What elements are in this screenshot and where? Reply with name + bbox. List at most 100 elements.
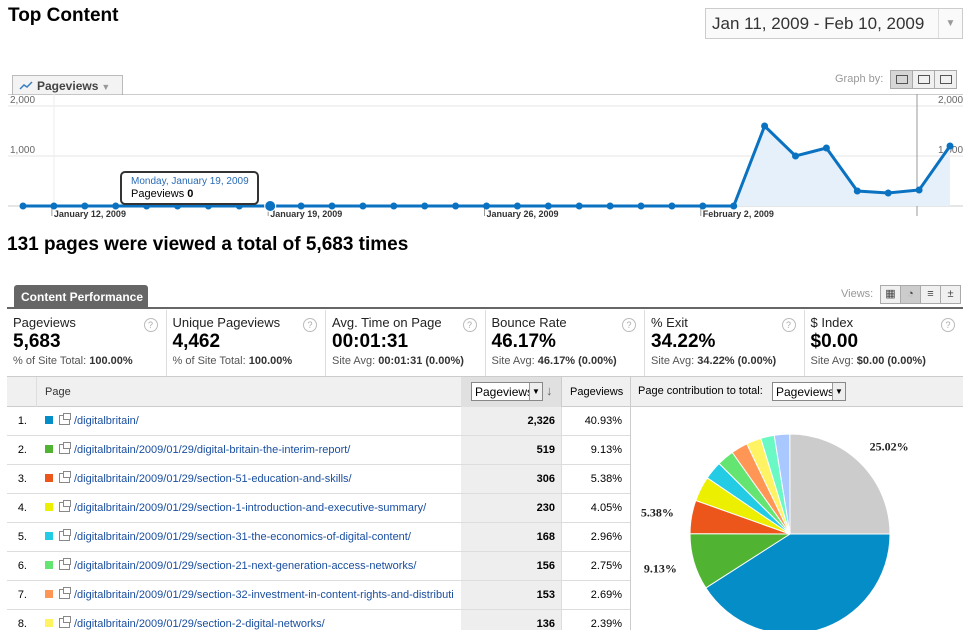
page-link[interactable]: /digitalbritain/2009/01/29/section-2-dig… <box>74 618 325 630</box>
chevron-down-icon[interactable]: ▼ <box>938 9 962 38</box>
tab-content-performance[interactable]: Content Performance <box>14 285 148 308</box>
metric-card: Unique Pageviews 4,462 % of Site Total: 10… <box>167 310 326 376</box>
row-percentage: 40.93% <box>561 407 630 435</box>
data-point <box>112 202 120 210</box>
page-link[interactable]: /digitalbritain/ <box>74 415 139 427</box>
metric-label: Unique Pageviews <box>172 315 281 330</box>
metric-label: Avg. Time on Page <box>332 315 442 330</box>
metric-card: $ Index $0.00 Site Avg: $0.00 (0.00%)? <box>805 310 964 376</box>
data-point <box>452 202 460 210</box>
sort-down-icon[interactable]: ↓ <box>546 383 553 398</box>
metric-sub-prefix: Site Avg: <box>491 355 535 367</box>
data-point <box>81 202 89 210</box>
contribution-label: Page contribution to total: <box>638 385 763 397</box>
metric-sub-prefix: Site Avg: <box>651 355 695 367</box>
day-icon <box>896 75 908 84</box>
metric-value: 4,462 <box>172 331 221 352</box>
page-link[interactable]: /digitalbritain/2009/01/29/digital-brita… <box>74 444 351 456</box>
page-title: Top Content <box>8 5 119 26</box>
color-swatch <box>45 474 53 482</box>
data-point <box>544 202 552 210</box>
header-index <box>7 377 37 407</box>
header-pageviews[interactable]: Pageviews <box>561 377 630 407</box>
pageviews-chart: 2,000 2,000 1,000 1,000 January 12, 2009 Janu… <box>8 94 963 219</box>
help-icon[interactable]: ? <box>462 318 477 332</box>
row-percentage: 9.13% <box>561 436 630 464</box>
row-pageviews: 168 <box>461 523 561 551</box>
help-icon[interactable]: ? <box>622 318 636 332</box>
comparison-view-icon[interactable]: ± <box>940 285 961 304</box>
bar-view-icon[interactable]: ≡ <box>920 285 941 304</box>
table-view-icon[interactable]: ▦ <box>880 285 901 304</box>
metric-label: Bounce Rate <box>491 315 567 330</box>
data-point <box>946 142 954 150</box>
metric-selector[interactable]: Pageviews ▼ <box>12 75 123 95</box>
y-tick-label: 2,000 <box>10 95 35 106</box>
data-point <box>853 187 861 195</box>
external-link-icon[interactable] <box>59 471 71 483</box>
y-tick-label: 1,000 <box>938 145 963 156</box>
page-link[interactable]: /digitalbritain/2009/01/29/section-1-int… <box>74 502 427 514</box>
external-link-icon[interactable] <box>59 616 71 628</box>
table-row: 3. /digitalbritain/2009/01/29/section-51-… <box>7 465 630 494</box>
tooltip-label: Pageviews <box>131 188 185 200</box>
table-row: 7. /digitalbritain/2009/01/29/section-32-… <box>7 581 630 610</box>
date-range-picker[interactable]: Jan 11, 2009 - Feb 10, 2009 ▼ <box>705 8 963 39</box>
page-link[interactable]: /digitalbritain/2009/01/29/section-31-th… <box>74 531 411 543</box>
metric-sub-value: 100.00% <box>89 355 133 367</box>
metric-label: Pageviews <box>13 315 76 330</box>
data-point <box>822 144 830 152</box>
row-index: 7. <box>17 589 27 601</box>
metric-sub-prefix: % of Site Total: <box>172 355 246 367</box>
row-percentage: 2.39% <box>561 610 630 630</box>
metric-value: 5,683 <box>13 331 61 352</box>
metric-selector-label: Pageviews <box>37 79 99 93</box>
table-body: 1. /digitalbritain/2,326 40.93% 2. /digitalb… <box>7 407 630 630</box>
color-swatch <box>45 445 53 453</box>
external-link-icon[interactable] <box>59 587 71 599</box>
external-link-icon[interactable] <box>59 558 71 570</box>
page-link[interactable]: /digitalbritain/2009/01/29/section-51-ed… <box>74 473 352 485</box>
data-point <box>699 202 707 210</box>
metric-card: Avg. Time on Page 00:01:31 Site Avg: 00:01… <box>326 310 486 376</box>
row-page-cell: /digitalbritain/2009/01/29/section-32-in… <box>37 581 461 609</box>
help-icon[interactable]: ? <box>143 318 158 332</box>
help-icon[interactable]: ? <box>781 318 796 332</box>
data-point <box>915 186 923 194</box>
x-tick-label: February 2, 2009 <box>703 209 774 219</box>
sort-metric-value: Pageviews <box>475 385 534 399</box>
header-page[interactable]: Page <box>45 386 71 398</box>
external-link-icon[interactable] <box>59 529 71 541</box>
pageviews-graph: 2,000 2,000 1,000 1,000 January 12, 2009 Janu… <box>8 94 963 222</box>
help-icon[interactable]: ? <box>941 318 955 332</box>
metric-value: $0.00 <box>810 331 859 352</box>
row-page-cell: /digitalbritain/2009/01/29/section-51-ed… <box>37 465 461 493</box>
metric-value: 34.22% <box>651 331 716 352</box>
data-point <box>761 122 769 130</box>
row-page-cell: /digitalbritain/2009/01/29/section-2-dig… <box>37 610 461 630</box>
external-link-icon[interactable] <box>59 442 71 454</box>
graph-by-month-button[interactable] <box>934 70 957 89</box>
external-link-icon[interactable] <box>59 413 71 425</box>
graph-by-day-button[interactable] <box>890 70 913 89</box>
date-range-text: Jan 11, 2009 - Feb 10, 2009 <box>712 14 925 33</box>
help-icon[interactable]: ? <box>303 318 317 332</box>
page-link[interactable]: /digitalbritain/2009/01/29/section-32-in… <box>74 589 454 601</box>
metric-card: Bounce Rate 46.17% Site Avg: 46.17% (0.00%… <box>486 310 645 376</box>
contribution-select[interactable]: Pageviews ▼ <box>772 382 846 401</box>
data-point <box>390 202 398 210</box>
metric-sub-prefix: Site Avg: <box>810 355 854 367</box>
page-link[interactable]: /digitalbritain/2009/01/29/section-21-ne… <box>74 560 417 572</box>
row-index: 2. <box>17 444 27 456</box>
pie-slice-label: 9.13% <box>644 562 677 576</box>
sort-metric-select[interactable]: Pageviews ▼ <box>471 382 543 401</box>
graph-by-week-button[interactable] <box>912 70 935 89</box>
pie-view-icon[interactable]: ◔ <box>900 285 921 304</box>
metric-label: $ Index <box>810 315 854 330</box>
external-link-icon[interactable] <box>59 500 71 512</box>
row-pageviews: 2,326 <box>461 407 561 435</box>
graph-by-label: Graph by: <box>835 73 884 85</box>
summary-heading: 131 pages were viewed a total of 5,683 t… <box>7 234 409 255</box>
data-point <box>513 202 521 210</box>
pie-slice[interactable] <box>789 433 891 535</box>
